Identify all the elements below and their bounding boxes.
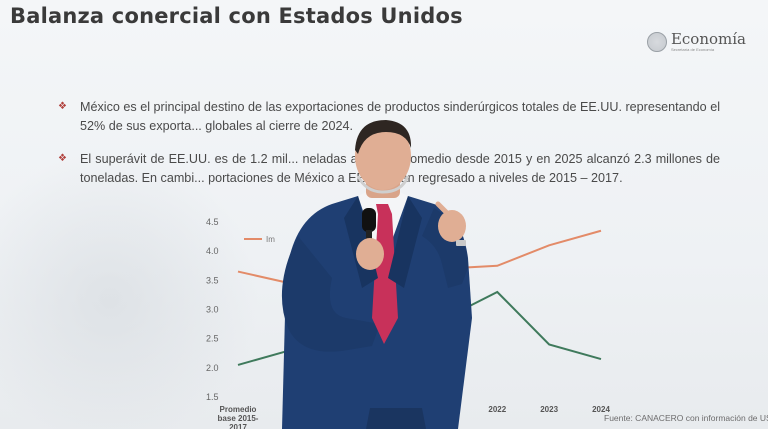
head [355, 122, 411, 190]
y-tick-label: 4.0 [206, 246, 219, 256]
background-ornament [0, 150, 260, 429]
x-tick-label: 2022 [488, 405, 506, 414]
bullet-item: ❖ México es el principal destino de las … [58, 98, 720, 136]
microphone-icon [362, 208, 376, 232]
x-tick-label: Promedio base 2015-2017 [218, 405, 259, 429]
beard [356, 175, 410, 194]
diamond-cluster-icon: ❖ [58, 101, 67, 112]
bullet-text: México es el principal destino de las ex… [80, 100, 720, 133]
y-tick-label: 3.5 [206, 275, 219, 285]
tie [372, 204, 398, 344]
y-tick-label: 2.0 [206, 363, 219, 373]
presenter-figure [281, 120, 472, 429]
economia-logo: Economía Secretaría de Economía [646, 30, 746, 52]
logo-subtitle: Secretaría de Economía [670, 47, 715, 52]
trousers [366, 408, 426, 429]
left-arm [281, 236, 380, 352]
y-tick-label: 4.5 [206, 217, 219, 227]
x-tick-label: 2024 [592, 405, 610, 414]
series-line [237, 270, 291, 285]
logo-name: Economía [670, 30, 746, 48]
diamond-cluster-icon: ❖ [58, 153, 67, 164]
y-tick-label: 3.0 [206, 305, 219, 315]
left-hand [356, 238, 384, 270]
source-note: Fuente: CANACERO con información de US [604, 413, 768, 423]
y-tick-label: 1.5 [206, 392, 219, 402]
right-hand [438, 210, 466, 242]
wristwatch [456, 240, 466, 246]
slide-title: Balanza conercial con Estados Unidos [10, 4, 463, 28]
right-lapel [388, 196, 422, 288]
x-tick-label: 2023 [540, 405, 558, 414]
bullet-list: ❖ México es el principal destino de las … [58, 98, 720, 202]
y-tick-label: 2.5 [206, 334, 219, 344]
national-seal-icon [646, 32, 667, 52]
legend-label: Im [266, 235, 275, 244]
right-arm [422, 208, 468, 288]
series-line [237, 349, 291, 366]
hair [355, 120, 412, 154]
